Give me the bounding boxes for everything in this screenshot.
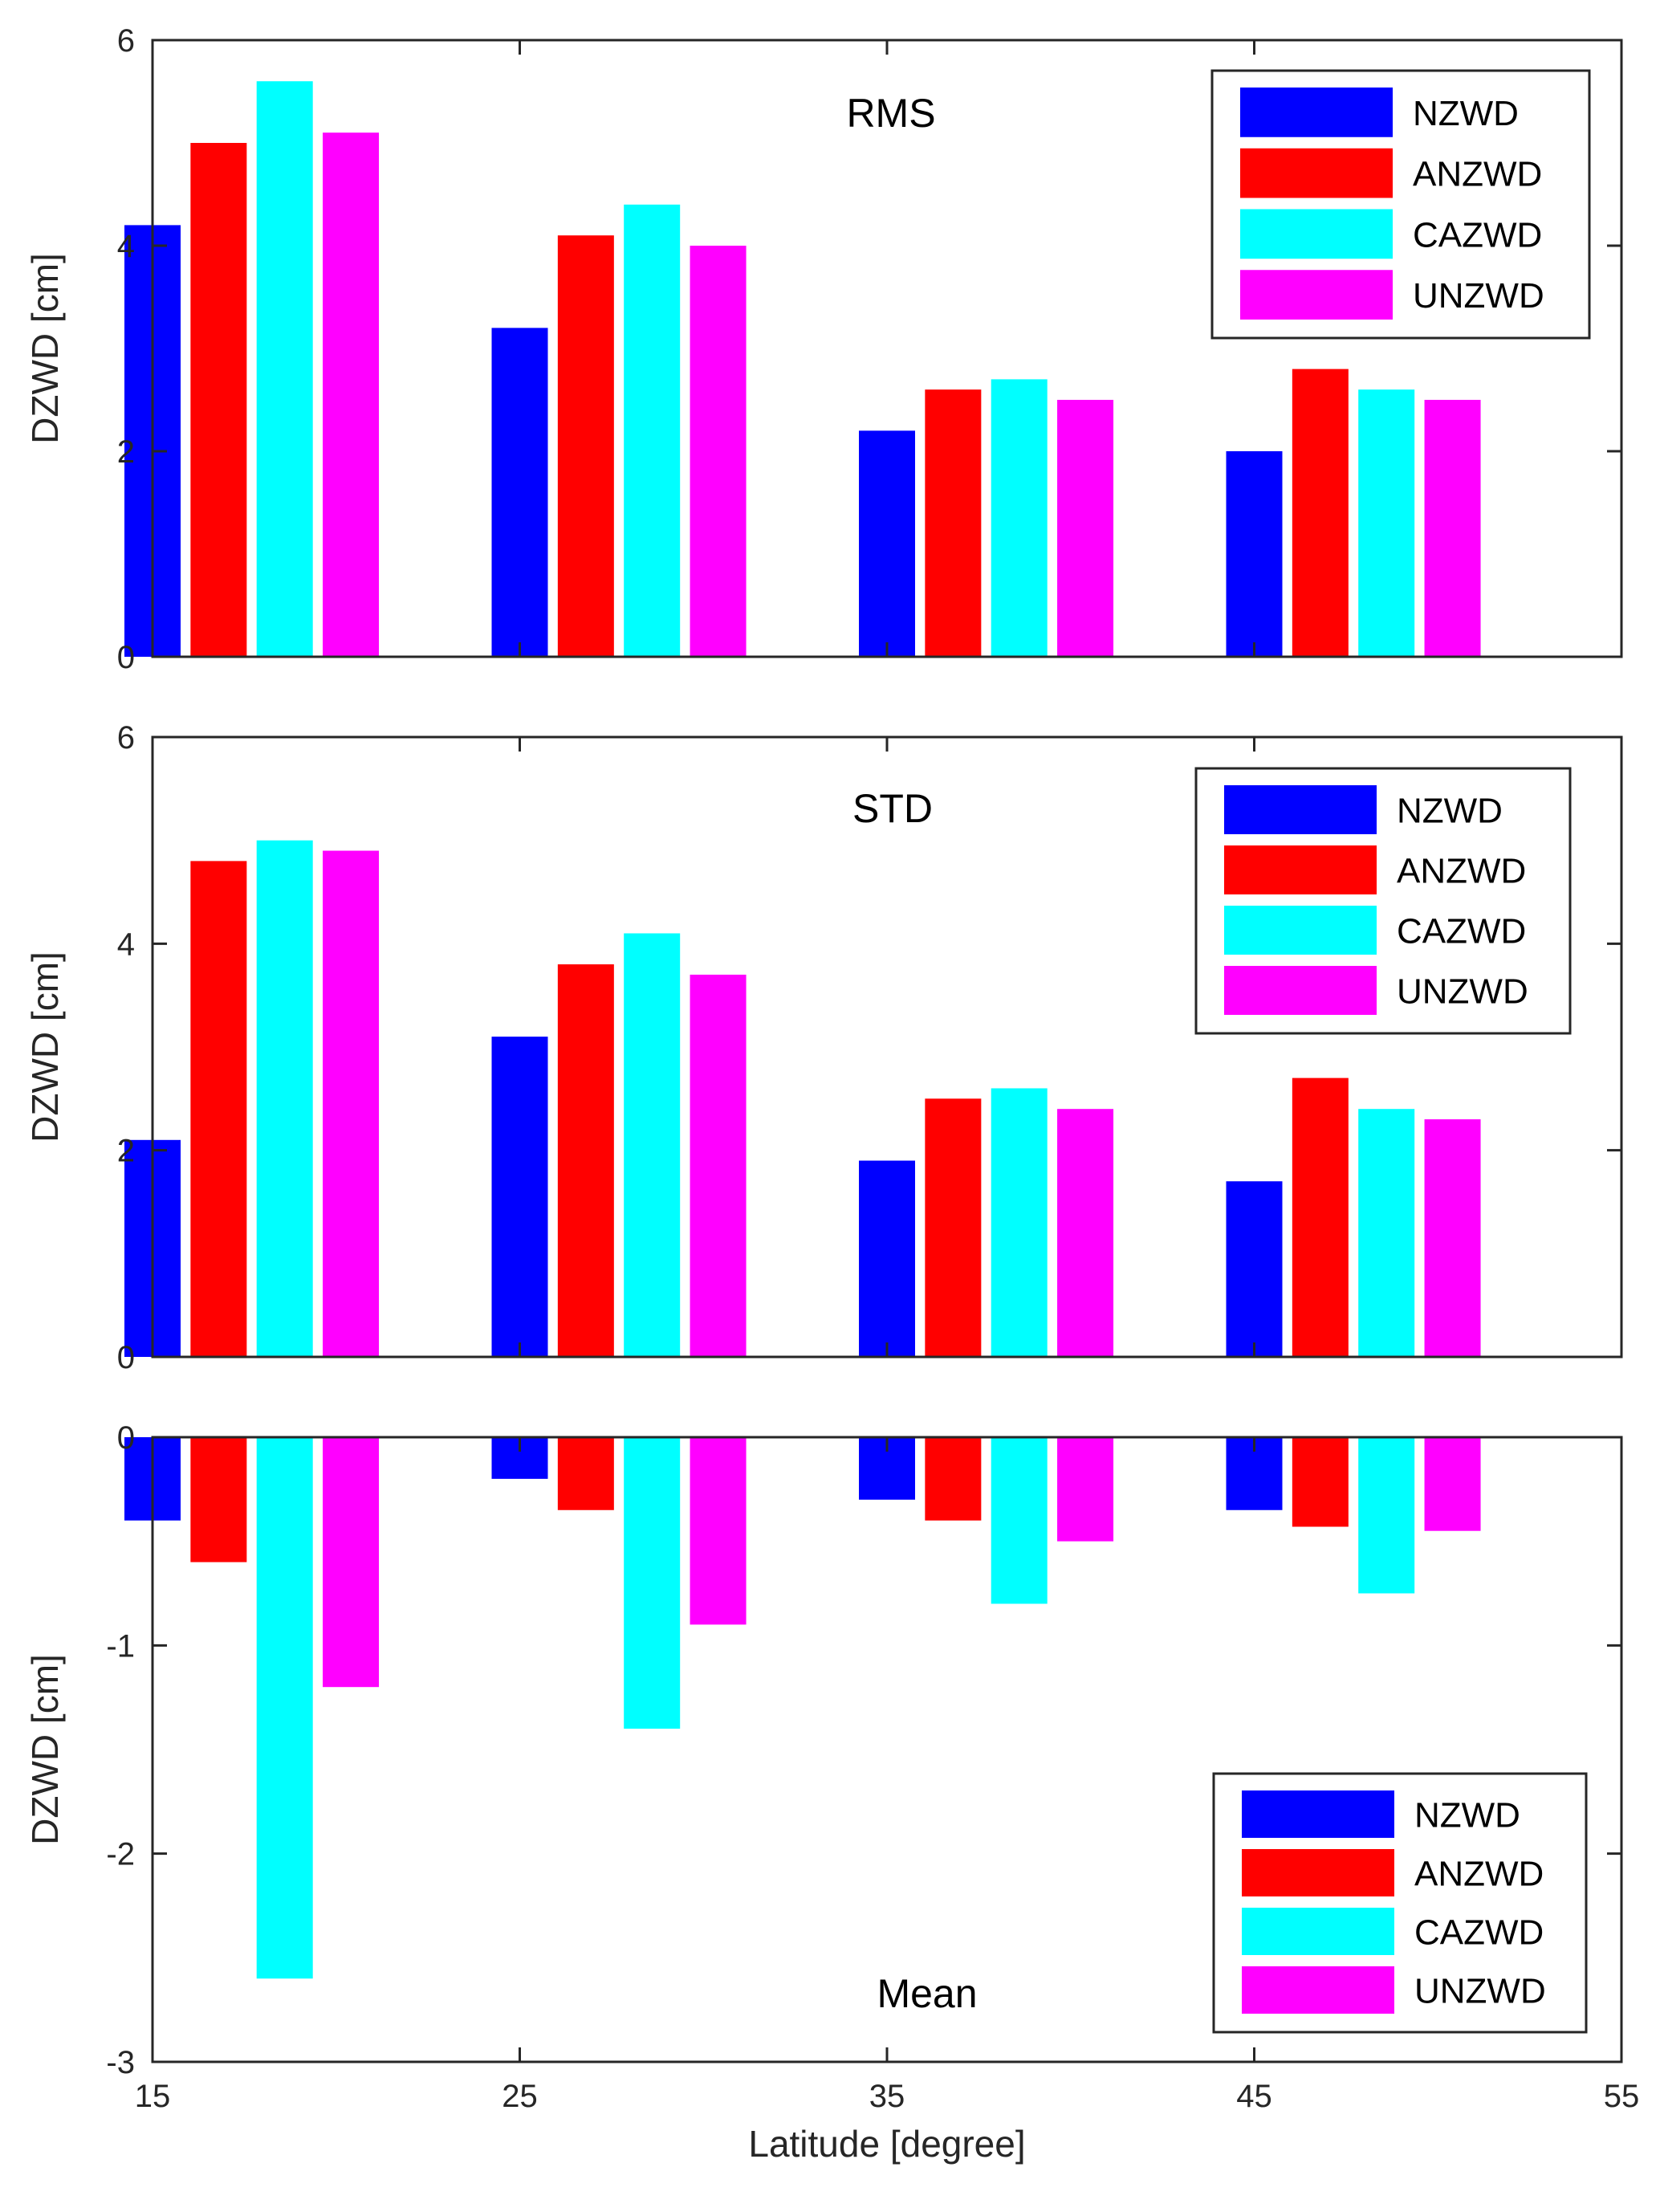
y-tick-label: 2 — [117, 434, 135, 470]
bar-nzwd-2 — [491, 328, 548, 657]
x-tick-label: 25 — [502, 2079, 538, 2114]
bar-cazwd-2 — [624, 204, 681, 658]
y-tick-label: -3 — [106, 2045, 135, 2080]
bar-unzwd-4 — [1424, 1437, 1481, 1531]
legend-swatch-unzwd — [1240, 270, 1393, 320]
x-tick-label: 15 — [135, 2079, 171, 2114]
bar-anzwd-1 — [190, 861, 247, 1357]
legend-label-nzwd: NZWD — [1397, 792, 1503, 831]
y-tick-label: 2 — [117, 1134, 135, 1169]
bar-cazwd-1 — [256, 840, 313, 1357]
bar-unzwd-1 — [323, 1437, 380, 1688]
legend-label-nzwd: NZWD — [1413, 94, 1519, 133]
bar-anzwd-3 — [925, 1098, 982, 1357]
legend-swatch-cazwd — [1242, 1908, 1394, 1955]
bar-cazwd-3 — [991, 379, 1048, 657]
bar-cazwd-4 — [1358, 389, 1415, 657]
bar-cazwd-3 — [991, 1437, 1048, 1604]
legend-swatch-nzwd — [1224, 785, 1377, 834]
bar-nzwd-4 — [1226, 451, 1283, 657]
legend-label-unzwd: UNZWD — [1413, 276, 1544, 316]
legend-swatch-anzwd — [1224, 845, 1377, 894]
panel-title: Mean — [877, 1971, 977, 2016]
bar-nzwd-3 — [859, 1160, 915, 1357]
legend-swatch-cazwd — [1224, 906, 1377, 955]
x-tick-label: 55 — [1604, 2079, 1640, 2114]
legend: NZWD ANZWD CAZWD UNZWD — [1212, 1772, 1588, 2034]
x-tick-label: 35 — [869, 2079, 905, 2114]
legend-label-anzwd: ANZWD — [1414, 1855, 1544, 1894]
legend-label-cazwd: CAZWD — [1413, 215, 1542, 255]
y-tick-label: 6 — [117, 720, 135, 756]
y-tick-label: -2 — [106, 1837, 135, 1872]
legend-swatch-anzwd — [1242, 1849, 1394, 1896]
bar-cazwd-3 — [991, 1088, 1048, 1357]
bar-anzwd-2 — [557, 235, 614, 657]
legend-swatch-anzwd — [1240, 148, 1393, 198]
x-axis-label: Latitude [degree] — [748, 2123, 1025, 2165]
panel-rms: 0 2 4 6 DZWD [cm] RMS NZWD ANZWD CAZWD UNZWD — [24, 23, 1623, 675]
bar-anzwd-3 — [925, 389, 982, 657]
legend-swatch-nzwd — [1240, 88, 1393, 137]
legend-swatch-unzwd — [1224, 966, 1377, 1015]
bar-unzwd-1 — [323, 132, 380, 657]
bar-anzwd-1 — [190, 143, 247, 657]
y-tick-label: 6 — [117, 23, 135, 59]
panel-title: RMS — [846, 91, 935, 136]
bar-unzwd-4 — [1424, 1119, 1481, 1357]
y-tick-label: -1 — [106, 1628, 135, 1664]
y-tick-label: 4 — [117, 927, 135, 962]
bar-anzwd-1 — [190, 1437, 247, 1562]
y-tick-label: 0 — [117, 640, 135, 675]
legend-swatch-unzwd — [1242, 1966, 1394, 2014]
bar-anzwd-2 — [557, 964, 614, 1357]
bar-nzwd-2 — [491, 1037, 548, 1357]
bar-cazwd-4 — [1358, 1109, 1415, 1357]
legend-label-cazwd: CAZWD — [1414, 1913, 1544, 1953]
bar-anzwd-2 — [557, 1437, 614, 1510]
bar-anzwd-4 — [1292, 1077, 1349, 1357]
bar-unzwd-1 — [323, 850, 380, 1357]
legend-label-cazwd: CAZWD — [1397, 912, 1526, 951]
bar-cazwd-1 — [256, 1437, 313, 1979]
legend-label-anzwd: ANZWD — [1397, 852, 1526, 891]
y-tick-label: 4 — [117, 229, 135, 264]
bar-unzwd-3 — [1057, 1437, 1114, 1542]
legend-label-unzwd: UNZWD — [1397, 972, 1528, 1012]
bar-cazwd-2 — [624, 933, 681, 1357]
bar-unzwd-2 — [690, 974, 747, 1357]
bar-unzwd-2 — [690, 246, 747, 657]
bar-unzwd-3 — [1057, 1109, 1114, 1357]
legend-label-unzwd: UNZWD — [1414, 1972, 1546, 2011]
bar-anzwd-4 — [1292, 369, 1349, 657]
legend: NZWD ANZWD CAZWD UNZWD — [1210, 69, 1591, 340]
legend: NZWD ANZWD CAZWD UNZWD — [1194, 767, 1572, 1035]
legend-label-anzwd: ANZWD — [1413, 155, 1542, 194]
legend-swatch-cazwd — [1240, 209, 1393, 259]
y-axis-label: DZWD [cm] — [24, 1654, 66, 1845]
bar-unzwd-3 — [1057, 400, 1114, 657]
panel-mean: -3 -2 -1 0 15 25 35 45 55 DZWD [cm] Latitude [degr… — [24, 1420, 1639, 2165]
bar-nzwd-3 — [859, 430, 915, 657]
legend-label-nzwd: NZWD — [1414, 1796, 1520, 1835]
panel-std: 0 2 4 6 DZWD [cm] STD NZWD ANZWD CAZWD UNZWD — [24, 720, 1623, 1375]
x-tick-label: 45 — [1236, 2079, 1272, 2114]
bar-unzwd-4 — [1424, 400, 1481, 657]
y-tick-label: 0 — [117, 1420, 135, 1456]
bar-unzwd-2 — [690, 1437, 747, 1625]
bar-cazwd-2 — [624, 1437, 681, 1729]
bar-cazwd-1 — [256, 81, 313, 657]
bar-cazwd-4 — [1358, 1437, 1415, 1594]
y-axis-label: DZWD [cm] — [24, 951, 66, 1143]
panel-title: STD — [852, 786, 933, 831]
legend-swatch-nzwd — [1242, 1790, 1394, 1838]
bar-anzwd-3 — [925, 1437, 982, 1521]
bar-anzwd-4 — [1292, 1437, 1349, 1527]
y-tick-label: 0 — [117, 1340, 135, 1375]
y-axis-label: DZWD [cm] — [24, 253, 66, 444]
bar-nzwd-4 — [1226, 1181, 1283, 1357]
